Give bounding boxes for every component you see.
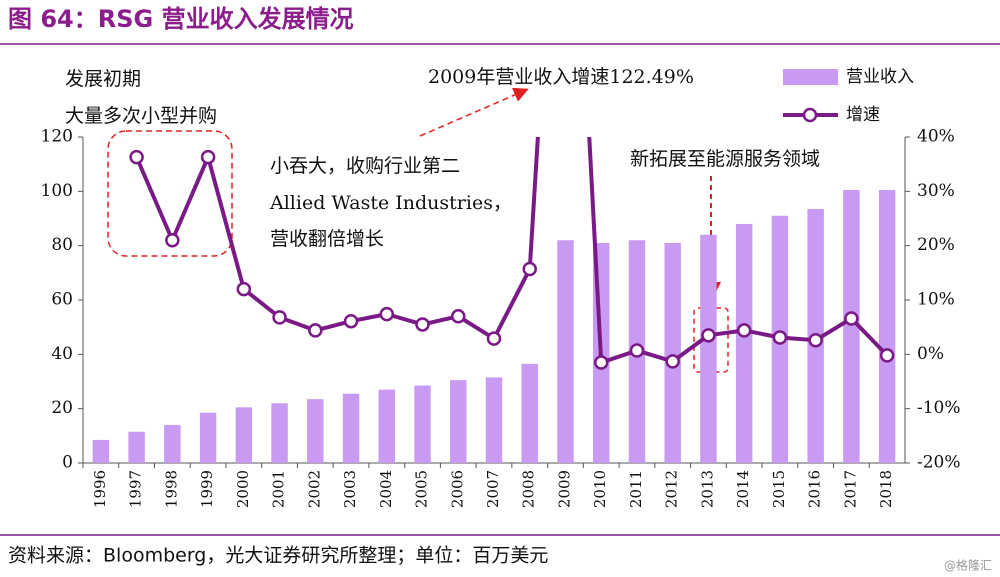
x-tick-label: 2009 [555,470,573,508]
line-marker [451,309,466,324]
y2-tick-label: 0% [917,344,944,364]
line-marker [844,311,859,326]
bar [700,234,717,463]
y2-tick-label: 10% [917,290,955,310]
plot-area [92,137,896,463]
line-marker [879,348,895,363]
line [134,137,889,366]
highlight-box [107,130,233,257]
line-marker [200,149,216,165]
bar [342,393,360,463]
x-tick-label: 2006 [448,470,466,508]
x-tick-label: 1998 [162,470,180,508]
annotation: 大量多次小型并购 [65,105,217,127]
line-marker [665,354,680,369]
bar [664,242,681,463]
x-tick-label: 2014 [734,470,752,508]
line-marker [415,317,430,332]
x-tick-label: 2000 [234,470,252,508]
bar [378,389,396,463]
y-tick-label: 60 [51,290,73,310]
bar [735,223,753,463]
line-marker [486,331,502,346]
y-tick-label: 80 [51,235,73,255]
x-tick-label: 2008 [520,470,538,508]
line-marker [272,310,287,325]
source: 资料来源：Bloomberg，光大证券研究所整理；单位：百万美元 [8,545,548,567]
legend-swatch [783,69,838,85]
chart-title: 图 64：RSG 营业收入发展情况 [8,5,354,33]
y2-tick-label: 20% [917,235,955,255]
bar [128,431,145,463]
x-tick-label: 2001 [270,470,288,508]
x-tick-label: 2018 [877,470,895,508]
x-tick-label: 2002 [305,470,323,508]
bar [92,439,110,463]
y-tick-label: 40 [51,344,73,364]
bar [199,412,217,463]
annotation: Allied Waste Industries， [269,192,512,214]
arrow [419,87,529,137]
y-tick-label: 120 [41,127,73,147]
line-marker [343,313,359,329]
x-tick-label: 1997 [127,470,145,508]
line-marker [129,149,144,165]
x-tick-label: 1996 [91,470,109,508]
x-tick-label: 2004 [377,470,395,508]
legend-label: 增速 [846,105,880,125]
line-marker [772,330,788,345]
line-marker [701,328,716,343]
x-tick-label: 2015 [770,470,788,508]
bar [557,240,574,463]
y-tick-label: 100 [41,181,73,201]
annotation: 新拓展至能源服务领域 [630,148,820,170]
x-tick-label: 1999 [198,470,216,508]
x-tick-label: 2003 [341,470,359,508]
x-tick-label: 2005 [413,470,431,508]
line-marker [165,232,180,248]
line-marker [308,323,323,338]
bar [878,189,896,463]
bar [521,363,538,463]
annotation: 发展初期 [65,68,141,90]
y2-tick-label: -10% [917,398,961,418]
x-tick-label: 2007 [484,470,502,508]
y-tick-label: 0 [62,453,73,473]
watermark: @格隆汇 [944,558,992,573]
line-marker [629,343,645,358]
x-tick-label: 2010 [591,470,609,508]
y2-tick-label: -20% [917,453,961,473]
legend-label: 营业收入 [846,67,914,87]
bar [307,399,324,463]
line-marker [522,261,537,277]
x-tick-label: 2012 [663,470,681,508]
x-tick-label: 2017 [841,470,859,508]
line-marker [736,323,752,338]
line-marker [808,332,823,348]
bar [450,380,467,463]
line-marker [236,281,252,297]
y2-tick-label: 40% [917,127,955,147]
annotation: 营收翻倍增长 [270,228,384,250]
line-marker [593,355,609,370]
x-tick-label: 2013 [698,470,716,508]
x-tick-label: 2016 [806,470,824,508]
annotation: 2009年营业收入增速122.49% [428,66,694,88]
bar [271,403,288,463]
bar [485,377,503,463]
bar [235,407,253,463]
x-tick-label: 2011 [627,470,645,508]
y-tick-label: 20 [51,398,73,418]
bar [164,424,181,463]
bar [843,189,860,463]
line-marker [379,306,395,322]
annotation: 小吞大，收购行业第二 [270,155,460,177]
y2-tick-label: 30% [917,181,955,201]
legend-swatch [802,107,818,123]
bar [414,385,431,463]
